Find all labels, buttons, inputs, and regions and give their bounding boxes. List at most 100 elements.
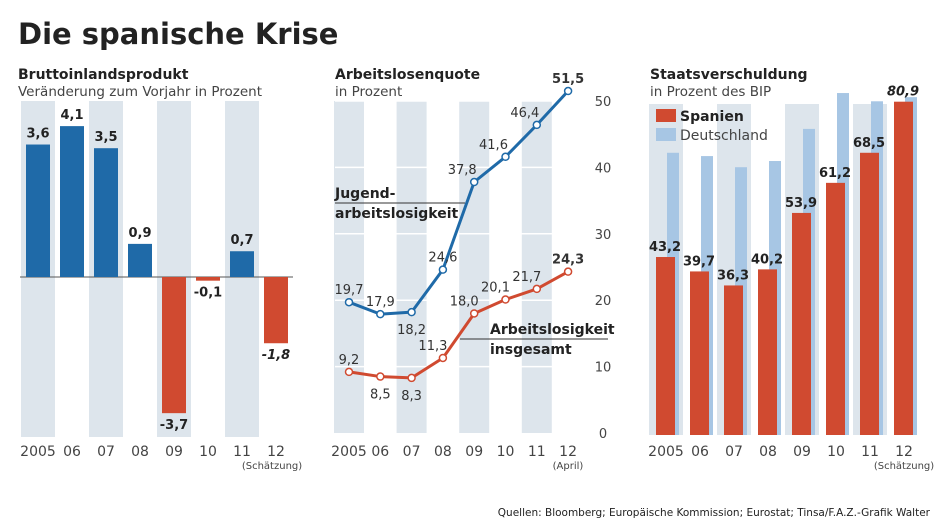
x-tick: 12 (895, 444, 913, 460)
panel3-title: Staatsverschuldung (650, 67, 808, 83)
data-point (438, 265, 448, 274)
bar-spanien-06 (690, 271, 709, 435)
data-point (469, 177, 479, 187)
bar-spanien-09 (792, 212, 811, 435)
x-note: (April) (553, 461, 584, 472)
data-point (532, 120, 542, 130)
bar-label: 80,9 (887, 85, 919, 100)
bar-label: -1,8 (262, 348, 290, 363)
data-point (532, 284, 542, 294)
series-label-total: insgesamt (490, 342, 572, 358)
series-label-youth: arbeitslosigkeit (335, 206, 458, 222)
legend-swatch-deutschland (656, 128, 676, 141)
point-label: 46,4 (510, 106, 539, 121)
bar-07 (94, 148, 118, 277)
panel1-subtitle: Veränderung zum Vorjahr in Prozent (18, 84, 262, 100)
data-point (563, 86, 573, 96)
point-label: 51,5 (552, 72, 584, 87)
point-label: 19,7 (335, 283, 364, 298)
point-label: 11,3 (418, 339, 447, 354)
x-tick: 2005 (648, 444, 684, 460)
panel3-subtitle: in Prozent des BIP (650, 84, 771, 100)
main-title: Die spanische Krise (18, 17, 338, 51)
point-label: 8,5 (370, 388, 391, 403)
bar-12 (264, 277, 288, 344)
data-point (501, 295, 510, 304)
x-tick: 06 (371, 444, 389, 460)
series-label-total: Arbeitslosigkeit (490, 322, 615, 338)
panel2-title: Arbeitslosenquote (335, 67, 480, 83)
x-tick: 12 (267, 444, 285, 460)
x-tick: 2005 (331, 444, 367, 460)
point-label: 18,0 (450, 294, 479, 309)
data-point (501, 152, 510, 162)
panel1-title: Bruttoinlandsprodukt (18, 67, 189, 83)
y-tick: 30 (595, 228, 612, 243)
legend-swatch-spanien (656, 109, 676, 122)
point-label: 20,1 (481, 281, 510, 296)
legend-label-spanien: Spanien (680, 109, 744, 125)
bar-2005 (26, 144, 50, 277)
bar-label: 39,7 (683, 254, 715, 269)
bar-spanien-2005 (656, 257, 675, 435)
panel2-subtitle: in Prozent (335, 84, 402, 100)
point-label: 21,7 (512, 270, 541, 285)
legend-label-deutschland: Deutschland (680, 128, 768, 144)
x-tick: 11 (861, 444, 879, 460)
point-label: 9,2 (339, 353, 360, 368)
x-tick: 08 (434, 444, 452, 460)
stripe (521, 101, 552, 433)
bar-spanien-08 (758, 269, 777, 435)
data-point (344, 297, 354, 307)
x-tick: 08 (131, 444, 149, 460)
point-label: 17,9 (366, 295, 395, 310)
stripe (396, 101, 427, 433)
x-tick: 08 (759, 444, 777, 460)
y-tick: 10 (595, 361, 612, 376)
series-line-1 (348, 270, 569, 380)
bar-09 (162, 277, 186, 414)
x-tick: 10 (199, 444, 217, 460)
bar-08 (128, 243, 152, 277)
bar-spanien-10 (826, 182, 845, 435)
x-tick: 07 (725, 444, 743, 460)
data-point (376, 372, 385, 381)
bar-label: -3,7 (160, 418, 188, 433)
series-line-0 (348, 90, 570, 316)
x-tick: 07 (97, 444, 115, 460)
x-note: (Schätzung) (874, 461, 934, 472)
x-tick: 11 (528, 444, 546, 460)
bar-label: 53,9 (785, 196, 817, 211)
x-tick: 06 (691, 444, 709, 460)
point-label: 18,2 (397, 323, 426, 338)
x-tick: 11 (233, 444, 251, 460)
x-tick: 10 (497, 444, 515, 460)
bar-label: 68,5 (853, 136, 885, 151)
bar-spanien-07 (724, 285, 743, 435)
point-label: 37,8 (448, 163, 477, 178)
bar-06 (60, 126, 84, 278)
bar-spanien-11 (860, 152, 879, 435)
bar-label: -0,1 (194, 286, 222, 301)
data-point (344, 367, 354, 377)
data-point (469, 309, 479, 318)
x-tick: 09 (793, 444, 811, 460)
x-note: (Schätzung) (242, 461, 302, 472)
bar-label: 61,2 (819, 166, 851, 181)
x-tick: 2005 (20, 444, 56, 460)
point-label: 24,6 (428, 251, 457, 266)
series-label-youth: Jugend- (334, 186, 396, 202)
bar-10 (196, 277, 220, 281)
y-tick: 0 (599, 427, 607, 442)
x-tick: 09 (465, 444, 483, 460)
bar-label: 3,5 (94, 130, 117, 145)
stripe (334, 101, 364, 433)
data-point (438, 353, 448, 363)
x-tick: 07 (403, 444, 421, 460)
bar-label: 0,9 (128, 226, 151, 241)
bar-label: 43,2 (649, 240, 681, 255)
y-tick: 50 (595, 95, 612, 110)
x-tick: 12 (559, 444, 577, 460)
x-tick: 06 (63, 444, 81, 460)
